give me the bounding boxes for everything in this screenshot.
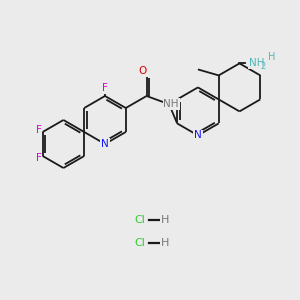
Text: N: N	[194, 130, 202, 140]
Text: NH: NH	[249, 58, 264, 68]
Text: H: H	[161, 215, 169, 225]
Text: H: H	[161, 238, 169, 248]
Text: N: N	[101, 139, 109, 149]
Text: F: F	[36, 125, 42, 135]
Text: NH: NH	[164, 99, 179, 109]
Text: 2: 2	[261, 62, 266, 71]
Text: F: F	[36, 153, 42, 163]
Text: Cl: Cl	[135, 238, 146, 248]
Text: O: O	[138, 66, 147, 76]
Text: Cl: Cl	[135, 215, 146, 225]
Text: H: H	[268, 52, 275, 62]
Text: F: F	[102, 83, 108, 93]
